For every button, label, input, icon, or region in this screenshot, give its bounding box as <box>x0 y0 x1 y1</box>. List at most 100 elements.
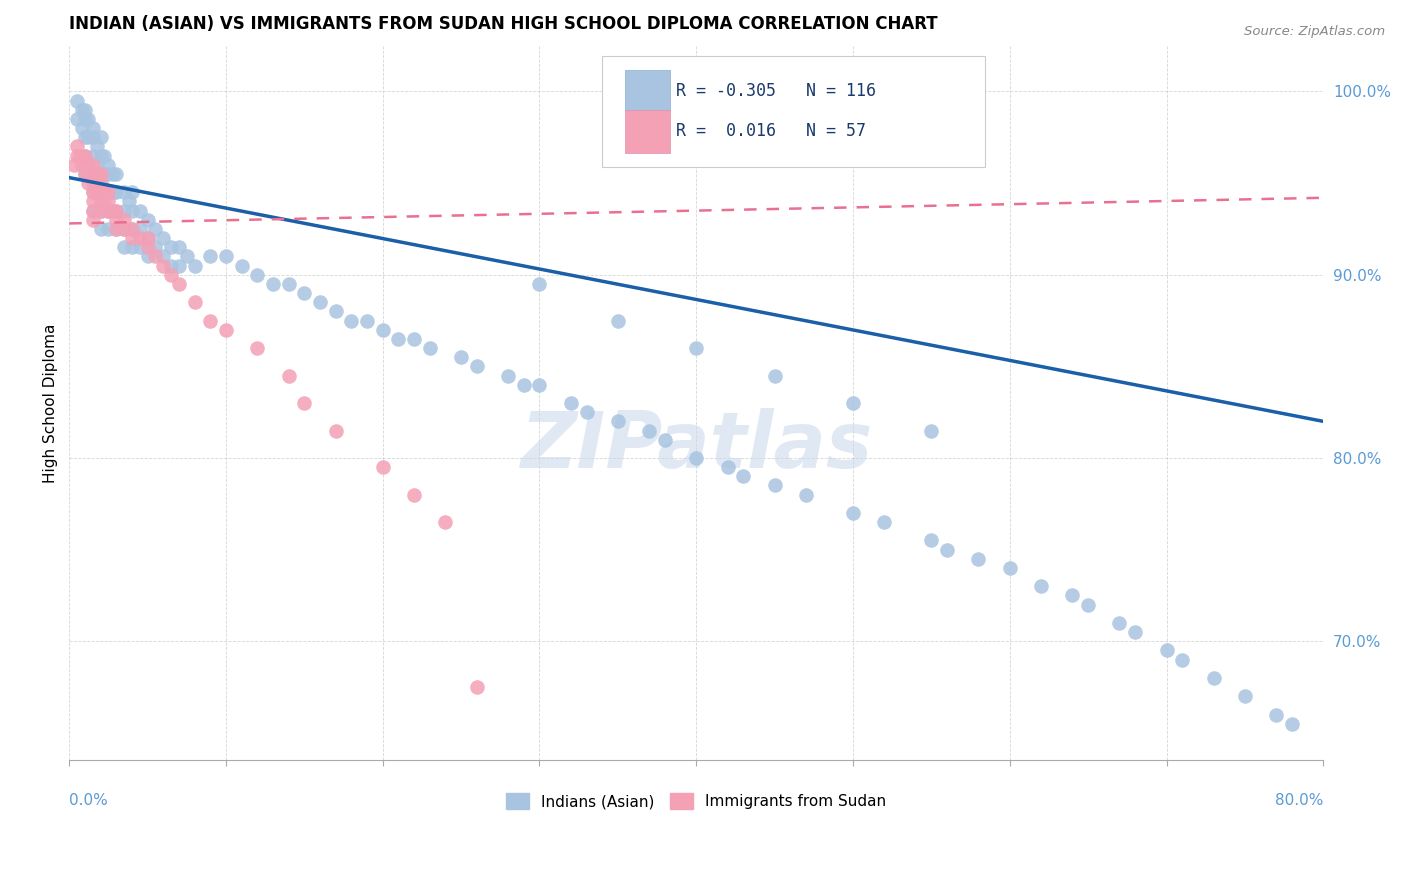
Point <box>434 515 457 529</box>
Point <box>82 186 104 200</box>
Point <box>73 167 96 181</box>
Text: Source: ZipAtlas.com: Source: ZipAtlas.com <box>1244 25 1385 38</box>
Point <box>685 341 707 355</box>
Point <box>118 194 141 209</box>
Point <box>112 203 135 218</box>
FancyBboxPatch shape <box>624 111 669 153</box>
Point <box>70 158 93 172</box>
Point <box>842 506 865 520</box>
Point <box>215 249 238 263</box>
Point <box>86 176 108 190</box>
Point <box>97 167 120 181</box>
Point <box>606 414 628 428</box>
Point <box>77 112 100 126</box>
Point <box>82 130 104 145</box>
Point <box>404 488 426 502</box>
Point <box>920 424 942 438</box>
Point <box>112 186 135 200</box>
Point <box>967 551 990 566</box>
Point <box>654 433 676 447</box>
Point <box>90 167 112 181</box>
Point <box>1233 690 1256 704</box>
Point <box>90 186 112 200</box>
Point <box>86 139 108 153</box>
Point <box>465 359 488 374</box>
Point <box>560 396 582 410</box>
Point <box>82 203 104 218</box>
Point <box>717 460 740 475</box>
Point <box>73 130 96 145</box>
Point <box>215 323 238 337</box>
FancyBboxPatch shape <box>602 56 984 167</box>
Point <box>145 249 167 263</box>
Point <box>277 277 299 291</box>
Point <box>112 222 135 236</box>
Point <box>136 249 159 263</box>
Point <box>73 167 96 181</box>
Point <box>371 323 394 337</box>
Point <box>685 450 707 465</box>
Point <box>128 222 150 236</box>
Point <box>292 396 315 410</box>
Point <box>1281 716 1303 731</box>
Point <box>1077 598 1099 612</box>
Point <box>73 148 96 162</box>
Point <box>200 313 222 327</box>
Point <box>794 488 817 502</box>
Point <box>136 240 159 254</box>
Point <box>496 368 519 383</box>
Point <box>93 148 115 162</box>
Point <box>86 167 108 181</box>
Point <box>112 222 135 236</box>
Text: R = -0.305   N = 116: R = -0.305 N = 116 <box>676 82 876 100</box>
Point <box>167 240 190 254</box>
Point <box>73 158 96 172</box>
Point <box>1171 652 1194 666</box>
Point <box>105 212 128 227</box>
Point <box>606 313 628 327</box>
Point <box>73 112 96 126</box>
Point <box>82 203 104 218</box>
Y-axis label: High School Diploma: High School Diploma <box>44 323 58 483</box>
Point <box>73 103 96 117</box>
Point <box>93 186 115 200</box>
Point <box>1108 615 1130 630</box>
Point <box>121 186 143 200</box>
Point <box>1265 707 1288 722</box>
Point <box>1156 643 1178 657</box>
Point <box>733 469 755 483</box>
Point <box>73 148 96 162</box>
Point <box>90 176 112 190</box>
Point <box>82 158 104 172</box>
Point <box>292 286 315 301</box>
Point <box>97 158 120 172</box>
Point <box>1029 579 1052 593</box>
Point <box>121 222 143 236</box>
Point <box>82 186 104 200</box>
Point <box>77 130 100 145</box>
Point <box>97 186 120 200</box>
Point <box>77 158 100 172</box>
Point <box>529 377 551 392</box>
Point <box>183 295 205 310</box>
Point <box>763 368 786 383</box>
Point <box>90 130 112 145</box>
Point <box>167 259 190 273</box>
Point <box>145 240 167 254</box>
Point <box>231 259 253 273</box>
Point <box>513 377 536 392</box>
Point <box>176 249 198 263</box>
Point <box>136 231 159 245</box>
Point <box>325 424 347 438</box>
Point <box>121 240 143 254</box>
Point <box>121 231 143 245</box>
Point <box>121 222 143 236</box>
Point <box>356 313 378 327</box>
Point <box>66 94 89 108</box>
Point <box>112 240 135 254</box>
Point <box>465 680 488 694</box>
Point <box>1062 589 1084 603</box>
Point <box>160 259 183 273</box>
Point <box>121 203 143 218</box>
Point <box>105 167 128 181</box>
